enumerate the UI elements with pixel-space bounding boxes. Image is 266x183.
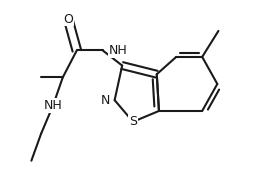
Text: NH: NH — [109, 44, 127, 57]
Text: O: O — [63, 13, 73, 26]
Text: S: S — [129, 115, 137, 128]
Text: N: N — [101, 94, 110, 107]
Text: NH: NH — [44, 99, 63, 112]
